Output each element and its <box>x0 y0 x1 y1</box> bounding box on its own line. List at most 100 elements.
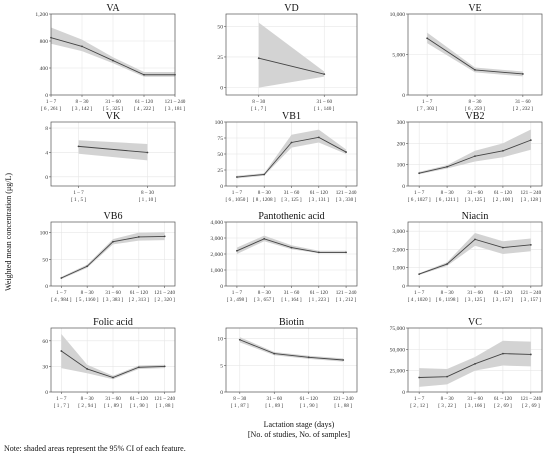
data-point <box>317 136 320 139</box>
x-tick-label: 61 – 120 <box>130 396 149 402</box>
x-count-label: [ 1 , 10 ] <box>139 197 157 203</box>
data-point <box>446 375 448 378</box>
x-tick-label: 61 – 120 <box>310 290 329 296</box>
x-count-label: [ 2 , 232 ] <box>513 106 534 112</box>
x-count-label: [ 3 , 181 ] <box>165 106 186 112</box>
data-point <box>236 176 238 178</box>
data-point <box>112 376 114 379</box>
x-tick-label: 1 – 7 <box>414 396 425 402</box>
x-tick-label: 61 – 120 <box>300 396 319 402</box>
ci-band <box>258 22 325 88</box>
panel-vc: VC 0 25,000 50,000 75,000 1 – 7[ 2 , 12 ] 8 – … <box>390 317 543 409</box>
y-tick-label: 50 <box>217 152 223 158</box>
x-tick-label: 31 – 60 <box>105 396 121 402</box>
figure-note: Note: shaded areas represent the 95% CI … <box>4 444 186 453</box>
x-count-label: [ 1 , 212 ] <box>336 297 357 303</box>
data-point <box>345 151 347 153</box>
x-tick-label: 61 – 120 <box>135 99 154 105</box>
x-tick-label: 31 – 60 <box>105 99 121 105</box>
y-tick-label: 1,000 <box>210 268 223 274</box>
y-tick-label: 2,000 <box>392 247 405 253</box>
x-count-label: [ 2 , 320 ] <box>155 297 176 303</box>
x-tick-label: 8 – 30 <box>81 396 94 402</box>
x-count-label: [ 3 , 131 ] <box>309 197 330 203</box>
x-tick-label: 8 – 30 <box>81 290 94 296</box>
x-tick-label: 1 – 7 <box>232 290 243 296</box>
x-count-label: [ 3 , 125 ] <box>281 197 302 203</box>
mean-line <box>78 145 148 153</box>
panel-pantothenic-acid: Pantothenic acid 0 1,000 2,000 3,000 4,000 1 –… <box>210 211 358 303</box>
x-count-label: [ 3 , 330 ] <box>336 197 357 203</box>
x-tick-label: 121 – 240 <box>165 99 186 105</box>
data-point <box>137 236 140 238</box>
x-count-label: [ 4 , 1020 ] <box>408 297 431 303</box>
x-tick-label: 61 – 120 <box>494 396 513 402</box>
data-point <box>418 172 421 175</box>
data-point <box>60 277 63 279</box>
ci-band <box>419 129 531 175</box>
data-point <box>502 149 504 152</box>
y-tick-label: 60 <box>42 339 48 345</box>
y-tick-label: 50,000 <box>390 347 406 353</box>
y-tick-label: 75,000 <box>390 326 406 332</box>
x-tick-label: 31 – 60 <box>105 290 121 296</box>
data-point <box>474 238 476 241</box>
x-tick-label: 1 – 7 <box>46 99 57 105</box>
data-point <box>529 243 532 246</box>
x-axis-title: Lactation stage (days) <box>264 420 335 429</box>
data-point <box>317 251 320 254</box>
ci-band <box>427 32 523 77</box>
panel-vb6: VB6 0 50 100 1 – 7[ 4 , 984 ] 8 – 30[ 5 , 116… <box>40 211 176 303</box>
y-tick-label: 50 <box>42 257 48 263</box>
panel-vb1: VB1 0 25 50 75 100 1 – 7[ 6 , 1050 ] 8 – 30[ 8 … <box>215 111 358 203</box>
x-tick-label: 8 – 30 <box>258 290 271 296</box>
data-point <box>342 359 345 361</box>
y-tick-label: 30 <box>42 364 48 370</box>
data-point <box>81 45 83 48</box>
y-tick-label: 0 <box>402 284 405 290</box>
x-axis-subtitle: [No. of studies, No. of samples] <box>248 430 351 439</box>
data-point <box>163 235 166 238</box>
y-tick-label: 10,000 <box>390 12 406 18</box>
x-tick-label: 31 – 60 <box>284 190 300 196</box>
x-count-label: [ 3 , 657 ] <box>254 297 275 303</box>
x-count-label: [ 1 , 140 ] <box>314 106 335 112</box>
y-tick-label: 800 <box>40 39 49 45</box>
ci-band <box>78 140 148 161</box>
x-tick-label: 1 – 7 <box>56 396 67 402</box>
x-count-label: [ 3 , 498 ] <box>227 297 248 303</box>
panel-title: VD <box>284 3 298 14</box>
x-count-label: [ 1 , 7 ] <box>54 403 69 409</box>
y-tick-label: 0 <box>220 184 223 190</box>
x-tick-label: 121 – 240 <box>333 396 354 402</box>
x-count-label: [ 6 , 261 ] <box>41 106 62 112</box>
panel-title: Folic acid <box>93 317 133 328</box>
y-tick-label: 0 <box>402 390 405 396</box>
y-tick-label: 2,000 <box>210 252 223 258</box>
y-tick-label: 0 <box>220 284 223 290</box>
x-tick-label: 61 – 120 <box>494 290 513 296</box>
y-tick-label: 8 <box>45 126 48 132</box>
x-tick-label: 8 – 30 <box>141 190 154 196</box>
x-count-label: [ 3 , 128 ] <box>521 197 542 203</box>
data-point <box>502 246 504 249</box>
y-tick-label: 400 <box>40 66 49 72</box>
x-count-label: [ 6 , 259 ] <box>465 106 486 112</box>
y-tick-label: 3,000 <box>392 229 405 235</box>
y-tick-label: 5,000 <box>392 53 405 59</box>
x-tick-label: 121 – 240 <box>154 290 175 296</box>
panel-title: VE <box>468 3 481 14</box>
panel-border <box>225 13 358 96</box>
ci-band <box>51 27 175 77</box>
y-tick-label: 75 <box>217 136 223 142</box>
mean-line <box>258 57 325 75</box>
x-tick-label: 1 – 7 <box>232 190 243 196</box>
data-point <box>137 366 140 369</box>
x-tick-label: 31 – 60 <box>467 190 483 196</box>
data-point <box>86 265 89 268</box>
ci-band <box>236 129 347 179</box>
x-count-label: [ 8 , 1208 ] <box>253 197 276 203</box>
panel-vd: VD 0 25 50 8 – 30[ 1 , 7 ] 31 – 60[ 1 , 140 ] <box>217 3 358 112</box>
